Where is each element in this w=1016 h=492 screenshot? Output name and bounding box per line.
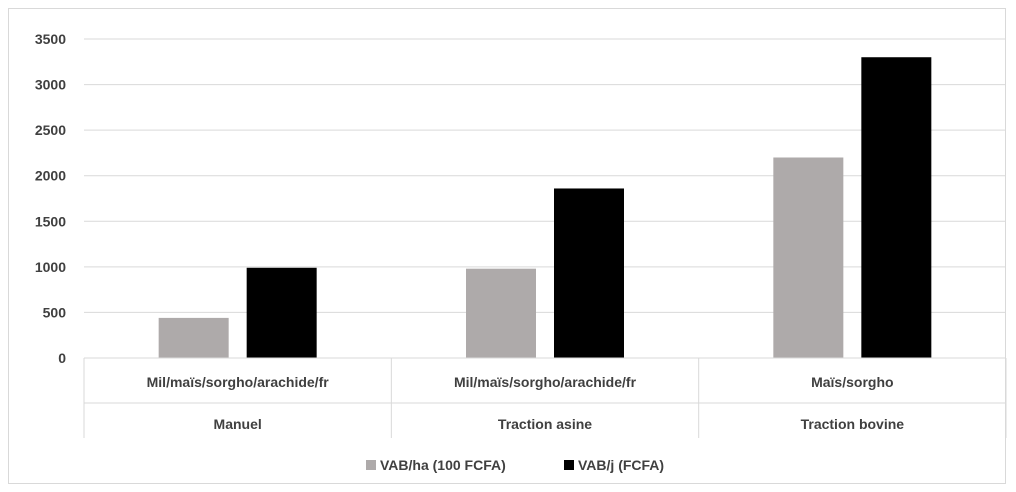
y-tick-label-1000: 1000 xyxy=(35,259,66,275)
bar-vab-j-3 xyxy=(861,57,932,358)
y-tick-label-2500: 2500 xyxy=(35,122,66,138)
legend-label-vab-ha: VAB/ha (100 FCFA) xyxy=(380,457,506,473)
x-group-label-3: Traction bovine xyxy=(801,416,905,432)
y-tick-label-1500: 1500 xyxy=(35,213,66,229)
y-tick-label-3000: 3000 xyxy=(35,77,66,93)
bar-vab-ha-3 xyxy=(773,157,844,358)
bar-vab-j-1 xyxy=(246,267,317,358)
y-tick-label-2000: 2000 xyxy=(35,168,66,184)
x-category-label-2: Mil/maïs/sorgho/arachide/fr xyxy=(454,374,637,390)
legend-label-vab-j: VAB/j (FCFA) xyxy=(578,457,664,473)
y-tick-label-500: 500 xyxy=(43,304,67,320)
x-category-label-1: Mil/maïs/sorgho/arachide/fr xyxy=(147,374,330,390)
bar-vab-j-2 xyxy=(554,188,624,358)
legend: VAB/ha (100 FCFA) VAB/j (FCFA) xyxy=(366,457,664,473)
bars xyxy=(158,57,932,358)
x-axis: Mil/maïs/sorgho/arachide/fr Manuel Mil/maï… xyxy=(83,357,1007,438)
bar-vab-ha-2 xyxy=(466,268,536,358)
legend-swatch-vab-j xyxy=(564,460,574,470)
x-group-label-2: Traction asine xyxy=(498,416,592,432)
y-tick-label-3500: 3500 xyxy=(35,31,66,47)
y-axis-tick-labels: 0 500 1000 1500 2000 2500 3000 3500 xyxy=(35,31,66,366)
y-tick-label-0: 0 xyxy=(58,350,66,366)
bar-vab-ha-1 xyxy=(158,317,229,358)
legend-swatch-vab-ha xyxy=(366,460,376,470)
x-category-label-3: Maïs/sorgho xyxy=(811,374,893,390)
x-group-label-1: Manuel xyxy=(214,416,262,432)
